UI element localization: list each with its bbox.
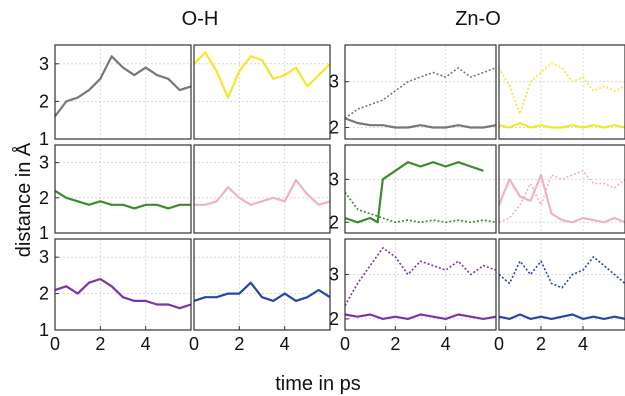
panel-0-2-1: 0 2 4 (189, 238, 331, 354)
y-tick-label: 3 (329, 72, 339, 92)
x-tick-label: 0 (50, 334, 60, 354)
series-line-dotted (498, 62, 625, 115)
y-tick-label: 2 (39, 91, 49, 111)
x-tick-label: 2 (536, 334, 546, 354)
y-tick-label: 2 (329, 309, 339, 329)
y-tick-label: 1 (39, 223, 49, 243)
y-tick-label: 3 (329, 265, 339, 285)
x-tick-label: 0 (189, 334, 199, 354)
panel-frame (344, 238, 497, 331)
panel-1-2-1: 0 2 4 (494, 238, 625, 354)
series-line-solid (498, 313, 625, 320)
panel-1-1-0: 23 (329, 144, 497, 234)
panel-frame (193, 144, 331, 234)
x-tick-label: 2 (390, 334, 400, 354)
series-line-dotted (498, 170, 625, 224)
series-line-dotted (344, 247, 497, 306)
series-line-solid (193, 51, 331, 99)
x-tick-label: 4 (280, 334, 290, 354)
y-tick-label: 2 (329, 118, 339, 138)
y-tick-label: 2 (329, 212, 339, 232)
x-tick-label: 4 (441, 334, 451, 354)
x-axis-label: time in ps (275, 373, 361, 395)
x-tick-label: 0 (340, 334, 350, 354)
x-tick-label: 2 (234, 334, 244, 354)
series-line-solid (193, 281, 331, 302)
series-line-solid (54, 189, 191, 210)
y-tick-label: 3 (39, 54, 49, 74)
panel-1-0-0: 23 (329, 44, 497, 140)
panel-frame (54, 238, 192, 331)
series-line-solid (344, 161, 484, 224)
series-line-solid (344, 117, 497, 129)
x-tick-label: 2 (95, 334, 105, 354)
series-line-solid (498, 121, 625, 129)
panel-frame (54, 144, 192, 234)
y-tick-label: 2 (39, 188, 49, 208)
panel-frame (344, 44, 497, 140)
panel-frame (193, 238, 331, 331)
panel-0-2-0: 1 2 3 0 2 4 (39, 238, 192, 354)
panel-frame (193, 44, 331, 140)
series-line-dotted (344, 191, 497, 224)
series-line-solid (194, 179, 331, 206)
series-line-solid (54, 277, 192, 310)
panel-frame (498, 238, 625, 331)
panel-frame (54, 44, 192, 140)
y-tick-label: 3 (39, 247, 49, 267)
panel-0-1-1 (193, 144, 331, 234)
series-line-dotted (498, 256, 625, 289)
panel-1-0-1 (498, 44, 625, 140)
chart-title-zno: Zn-O (455, 8, 501, 30)
panel-1-1-1 (497, 144, 625, 234)
x-tick-label: 4 (141, 334, 151, 354)
y-tick-label: 3 (39, 153, 49, 173)
panel-frame (498, 144, 625, 234)
panel-frame (498, 44, 625, 140)
x-tick-label: 0 (494, 334, 504, 354)
series-line-solid (344, 313, 497, 320)
x-tick-label: 4 (578, 334, 588, 354)
panel-0-0-1 (193, 44, 331, 140)
panel-0-1-0: 1 2 3 (39, 144, 192, 243)
y-tick-label: 3 (329, 169, 339, 189)
series-line-solid (54, 55, 192, 118)
panel-frame (344, 144, 497, 234)
y-tick-label: 1 (39, 129, 49, 149)
y-tick-label: 1 (39, 320, 49, 340)
series-line-dotted (344, 67, 497, 120)
chart-title-oh: O-H (182, 8, 219, 30)
y-axis-label: distance in Å (12, 142, 35, 257)
series-line-solid (497, 173, 625, 224)
y-tick-label: 2 (39, 284, 49, 304)
panel-0-0-0: 1 2 3 (39, 44, 192, 149)
panel-1-2-0: 230 2 4 (329, 238, 497, 354)
